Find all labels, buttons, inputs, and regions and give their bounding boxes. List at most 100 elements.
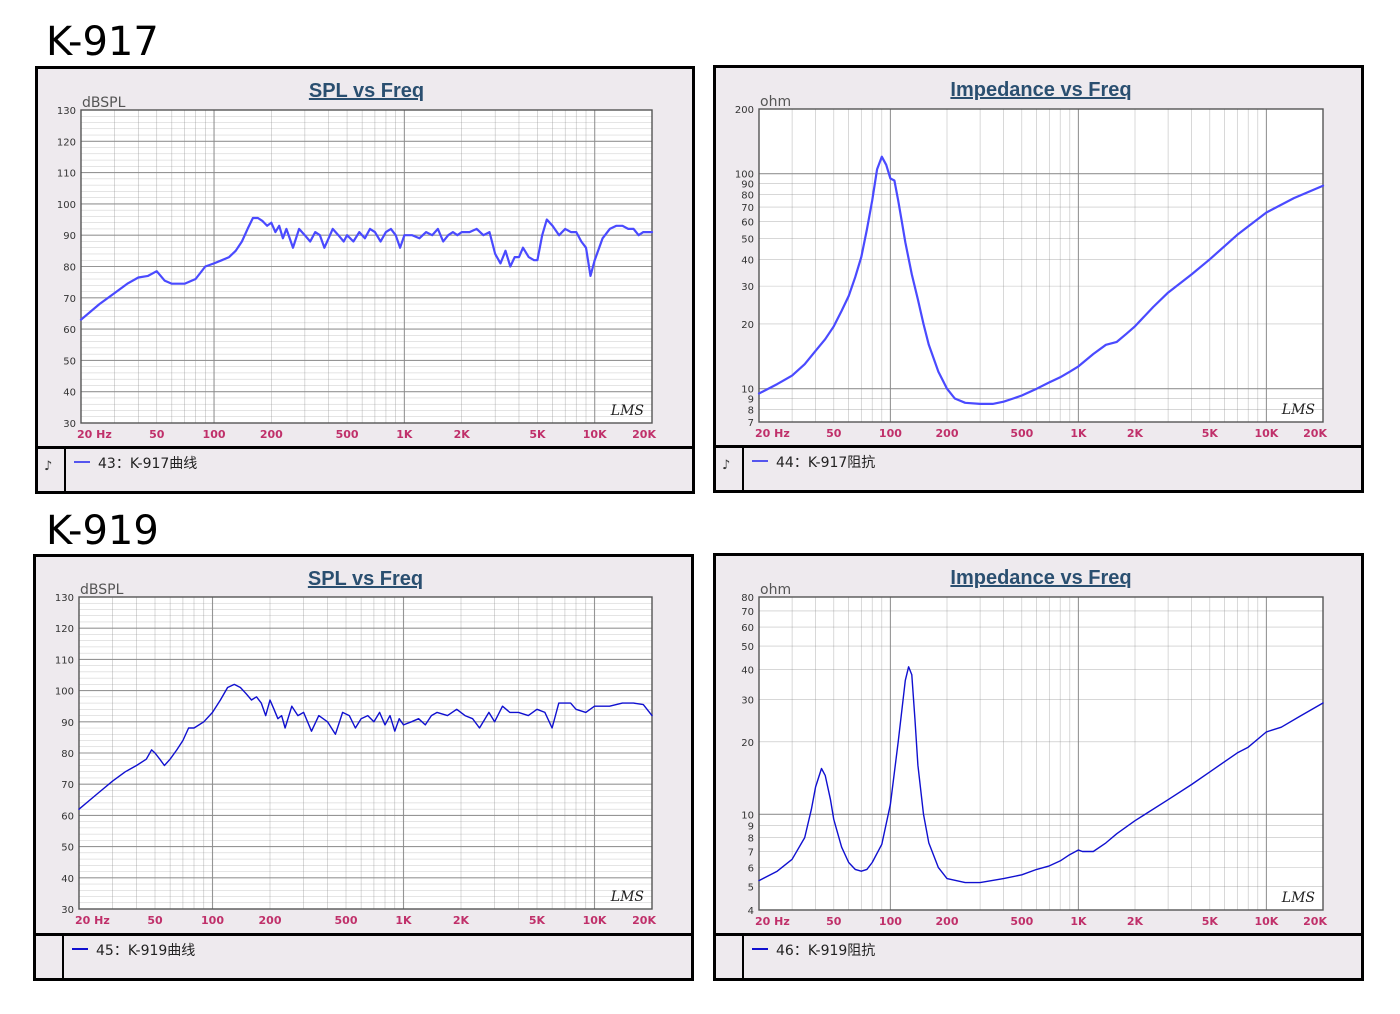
y-tick-label: 120 xyxy=(55,624,74,635)
series-curve xyxy=(758,666,1324,884)
legend-toggle[interactable]: ♪ xyxy=(716,448,744,490)
plot-frame xyxy=(758,108,1324,423)
x-tick-label: 20 Hz xyxy=(755,915,790,928)
x-tick-label: 5K xyxy=(529,914,546,927)
chart-svg-k917-impedance: Impedance vs Freqohm20010090807060504030… xyxy=(735,79,1328,440)
legend-toggle[interactable] xyxy=(36,936,64,978)
plot-frame xyxy=(78,596,653,910)
x-tick-label: 2K xyxy=(1127,427,1144,440)
x-tick-label: 2K xyxy=(454,428,471,441)
y-tick-label: 20 xyxy=(741,738,754,749)
x-tick-label: 100 xyxy=(201,914,224,927)
y-tick-label: 40 xyxy=(63,388,76,399)
series-curve xyxy=(757,155,1325,405)
x-tick-label: 50 xyxy=(149,428,165,441)
y-tick-label: 60 xyxy=(741,217,754,228)
plot-frame xyxy=(80,109,653,424)
y-axis-label: dBSPL xyxy=(82,95,126,111)
chart-panel-k917-impedance: Impedance vs Freq ohm 200 100 90 80 70 60 50 40 30… xyxy=(713,65,1364,493)
plot-area xyxy=(759,597,1323,910)
y-tick-label: 80 xyxy=(61,749,74,760)
series-curve xyxy=(78,683,653,810)
x-tick-label: 50 xyxy=(826,427,842,440)
x-tick-label: 5K xyxy=(1202,915,1219,928)
chart-title: SPL vs Freq xyxy=(309,80,424,102)
y-tick-label: 40 xyxy=(741,255,754,266)
y-tick-label: 100 xyxy=(735,170,754,181)
legend-toggle-icon: ♪ xyxy=(44,459,53,474)
lms-logo: LMS xyxy=(1281,402,1315,418)
x-tick-label: 200 xyxy=(936,915,959,928)
x-tick-label: 1K xyxy=(1070,915,1087,928)
chart-title: Impedance vs Freq xyxy=(950,79,1131,101)
legend-swatch xyxy=(72,948,88,950)
x-tick-label: 20K xyxy=(1303,915,1327,928)
legend-bar: 46：K-919阻抗 xyxy=(716,933,1361,978)
y-tick-label: 50 xyxy=(741,234,754,245)
y-tick-label: 90 xyxy=(741,180,754,191)
y-tick-label: 60 xyxy=(61,811,74,822)
x-tick-label: 200 xyxy=(260,428,283,441)
x-tick-label: 100 xyxy=(879,915,902,928)
y-tick-label: 20 xyxy=(741,320,754,331)
y-tick-label: 40 xyxy=(61,874,74,885)
chart-title: SPL vs Freq xyxy=(308,568,423,590)
y-tick-label: 40 xyxy=(741,665,754,676)
legend-label: 43：K-917曲线 xyxy=(98,456,198,472)
y-tick-label: 120 xyxy=(57,137,76,148)
series-curve xyxy=(79,216,654,321)
y-tick-label: 9 xyxy=(748,821,754,832)
x-tick-label: 50 xyxy=(147,914,163,927)
x-tick-label: 20K xyxy=(1303,427,1327,440)
legend-swatch xyxy=(752,948,768,950)
x-tick-label: 500 xyxy=(335,914,358,927)
legend-bar: 45：K-919曲线 xyxy=(36,933,691,978)
y-tick-label: 7 xyxy=(748,848,754,859)
y-tick-label: 10 xyxy=(741,810,754,821)
x-tick-label: 10K xyxy=(1254,427,1278,440)
y-tick-label: 30 xyxy=(63,419,76,430)
legend-bar: ♪ 44：K-917阻抗 xyxy=(716,445,1361,490)
y-tick-label: 9 xyxy=(748,395,754,406)
y-tick-label: 90 xyxy=(61,718,74,729)
legend-label: 44：K-917阻抗 xyxy=(776,455,876,471)
plot-area xyxy=(759,109,1323,422)
y-tick-label: 5 xyxy=(748,883,754,894)
x-tick-label: 500 xyxy=(1010,427,1033,440)
model-title-k919: K-919 xyxy=(46,508,159,554)
y-tick-label: 30 xyxy=(61,905,74,916)
legend-toggle[interactable] xyxy=(716,936,744,978)
legend-toggle-icon: ♪ xyxy=(722,458,731,473)
chart-panel-k919-impedance: Impedance vs Freq ohm 80 70 60 50 40 30 20 10 9 8 7 6… xyxy=(713,553,1364,981)
legend-swatch xyxy=(74,461,90,463)
x-tick-label: 20 Hz xyxy=(75,914,110,927)
x-tick-label: 500 xyxy=(336,428,359,441)
y-tick-label: 100 xyxy=(55,687,74,698)
chart-panel-k917-spl: SPL vs Freq dBSPL 130 120 110 100 90 80 70 60 50 40… xyxy=(35,66,695,494)
x-tick-label: 2K xyxy=(1127,915,1144,928)
x-tick-label: 50 xyxy=(826,915,842,928)
x-tick-label: 1K xyxy=(395,914,412,927)
x-tick-label: 10K xyxy=(583,914,607,927)
y-axis-label: ohm xyxy=(760,582,791,598)
legend-toggle[interactable]: ♪ xyxy=(38,449,66,491)
x-tick-label: 5K xyxy=(529,428,546,441)
x-tick-label: 2K xyxy=(453,914,470,927)
y-tick-label: 200 xyxy=(735,105,754,116)
x-tick-label: 20 Hz xyxy=(77,428,112,441)
legend-label: 45：K-919曲线 xyxy=(96,943,196,959)
y-tick-label: 110 xyxy=(55,655,74,666)
y-axis-label: dBSPL xyxy=(80,582,124,598)
x-tick-label: 100 xyxy=(879,427,902,440)
y-tick-label: 50 xyxy=(741,642,754,653)
chart-svg-k919-spl: SPL vs Freq dBSPL 130 120 110 100 90 80 70 60 50 40… xyxy=(55,568,657,927)
y-tick-label: 90 xyxy=(63,231,76,242)
y-tick-label: 8 xyxy=(748,834,754,845)
x-tick-label: 1K xyxy=(1070,427,1087,440)
chart-title: Impedance vs Freq xyxy=(950,567,1131,589)
y-tick-label: 30 xyxy=(741,282,754,293)
y-tick-label: 80 xyxy=(741,593,754,604)
y-tick-label: 70 xyxy=(61,780,74,791)
y-tick-label: 50 xyxy=(61,843,74,854)
x-tick-label: 20K xyxy=(632,914,656,927)
